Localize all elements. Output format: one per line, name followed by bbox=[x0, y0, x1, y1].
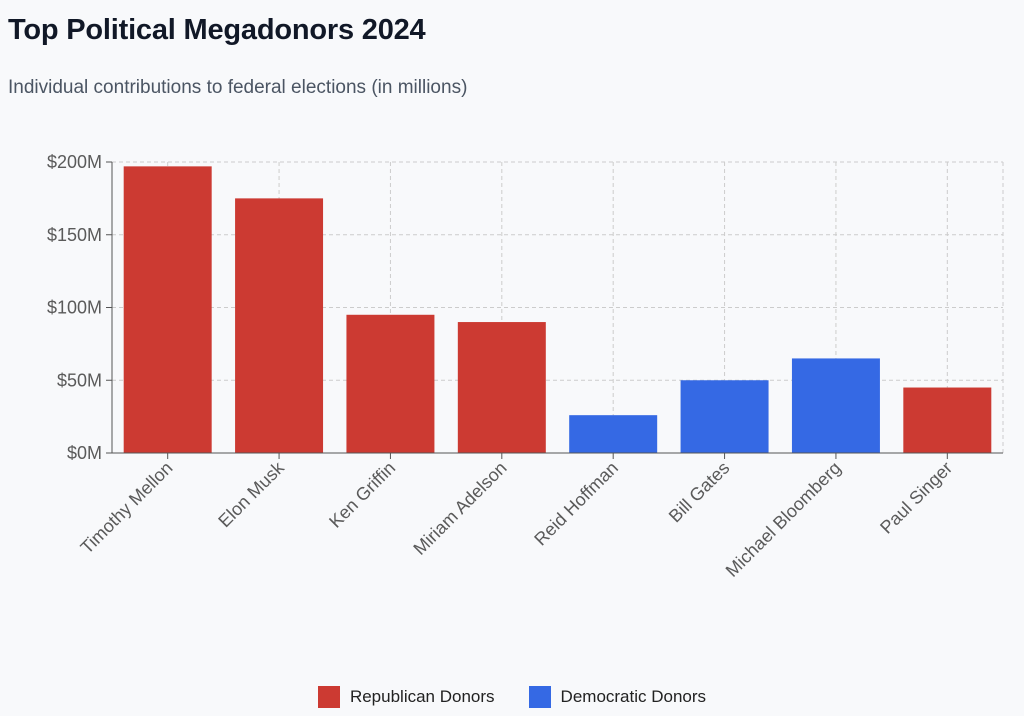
bar-michael-bloomberg bbox=[791, 358, 880, 453]
legend-swatch-democratic bbox=[528, 686, 551, 708]
bar-paul-singer bbox=[903, 387, 992, 453]
legend-swatch-republican bbox=[317, 686, 340, 708]
y-tick-label: $200M bbox=[47, 152, 102, 172]
x-tick-label: Ken Griffin bbox=[325, 458, 399, 532]
x-tick-label: Michael Bloomberg bbox=[722, 458, 845, 581]
bar-miriam-adelson bbox=[457, 322, 546, 453]
chart-subtitle: Individual contributions to federal elec… bbox=[8, 77, 468, 98]
bar-timothy-mellon bbox=[123, 166, 212, 454]
legend-item-democratic[interactable]: Democratic Donors bbox=[528, 686, 707, 708]
bar-ken-griffin bbox=[346, 314, 435, 453]
bar-elon-musk bbox=[235, 198, 324, 453]
y-tick-label: $50M bbox=[57, 370, 102, 390]
y-tick-label: $100M bbox=[47, 298, 102, 318]
x-tick-label: Miriam Adelson bbox=[409, 458, 510, 559]
legend-label-democratic: Democratic Donors bbox=[560, 687, 707, 706]
chart-title: Top Political Megadonors 2024 bbox=[8, 14, 426, 46]
y-tick-label: $150M bbox=[47, 225, 102, 245]
x-tick-label: Bill Gates bbox=[665, 458, 734, 527]
x-tick-label: Reid Hoffman bbox=[530, 458, 622, 550]
x-tick-label: Timothy Mellon bbox=[77, 458, 177, 558]
legend-item-republican[interactable]: Republican Donors bbox=[317, 686, 495, 708]
x-tick-label: Elon Musk bbox=[214, 457, 288, 531]
bar-bill-gates bbox=[680, 380, 769, 453]
y-tick-label: $0M bbox=[67, 443, 102, 463]
legend-label-republican: Republican Donors bbox=[349, 687, 495, 706]
bar-reid-hoffman bbox=[569, 415, 658, 453]
legend: Republican Donors Democratic Donors bbox=[0, 686, 1024, 708]
x-tick-label: Paul Singer bbox=[876, 458, 956, 538]
